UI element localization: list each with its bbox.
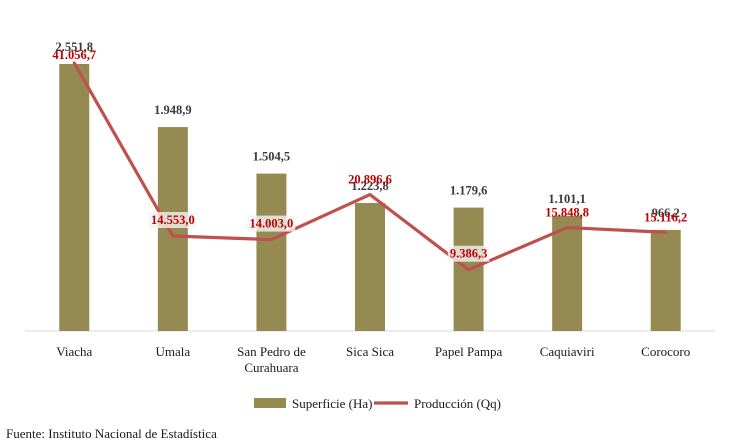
bar bbox=[59, 64, 90, 331]
bar bbox=[157, 127, 188, 332]
bar-value-label: 1.101,1 bbox=[548, 192, 586, 206]
line-value-label: 14.003,0 bbox=[250, 217, 294, 231]
line-value-label: 15.848,8 bbox=[545, 206, 589, 220]
data-label-background bbox=[447, 245, 490, 262]
category-label: Papel Pampa bbox=[435, 344, 503, 359]
category-label: San Pedro de bbox=[237, 344, 306, 359]
category-label: Curahuara bbox=[244, 360, 298, 375]
bar-value-label: 1.223,8 bbox=[351, 179, 389, 193]
bar-value-label: 1.504,5 bbox=[253, 150, 291, 164]
category-label: Viacha bbox=[56, 344, 92, 359]
bar bbox=[355, 202, 385, 331]
category-label: Corocoro bbox=[641, 344, 690, 359]
bar bbox=[552, 215, 583, 331]
line-value-label: 9.386,3 bbox=[450, 247, 488, 261]
bar-value-label: 1.179,6 bbox=[450, 184, 488, 198]
category-label: Caquiaviri bbox=[540, 344, 595, 359]
data-label-background bbox=[148, 212, 197, 229]
bar bbox=[650, 229, 681, 331]
line-value-label: 14.553,0 bbox=[151, 213, 195, 227]
legend-label-line: Producción (Qq) bbox=[414, 396, 501, 411]
bar-value-label: 1.948,9 bbox=[154, 103, 192, 117]
line-value-label: 20.896,6 bbox=[348, 173, 392, 187]
bar-value-label: 2.551,8 bbox=[56, 40, 94, 54]
legend-label-bars: Superficie (Ha) bbox=[292, 396, 373, 411]
bar bbox=[256, 173, 287, 331]
data-label-background bbox=[247, 215, 296, 232]
source-note: Fuente: Instituto Nacional de Estadístic… bbox=[6, 426, 217, 441]
line-value-label: 15.116,2 bbox=[644, 210, 687, 224]
bar-value-label: 966,2 bbox=[652, 206, 680, 220]
category-label: Sica Sica bbox=[346, 344, 394, 359]
category-label: Umala bbox=[156, 344, 191, 359]
line-value-label: 41.056,7 bbox=[52, 48, 96, 62]
legend-swatch-bars bbox=[254, 398, 286, 408]
